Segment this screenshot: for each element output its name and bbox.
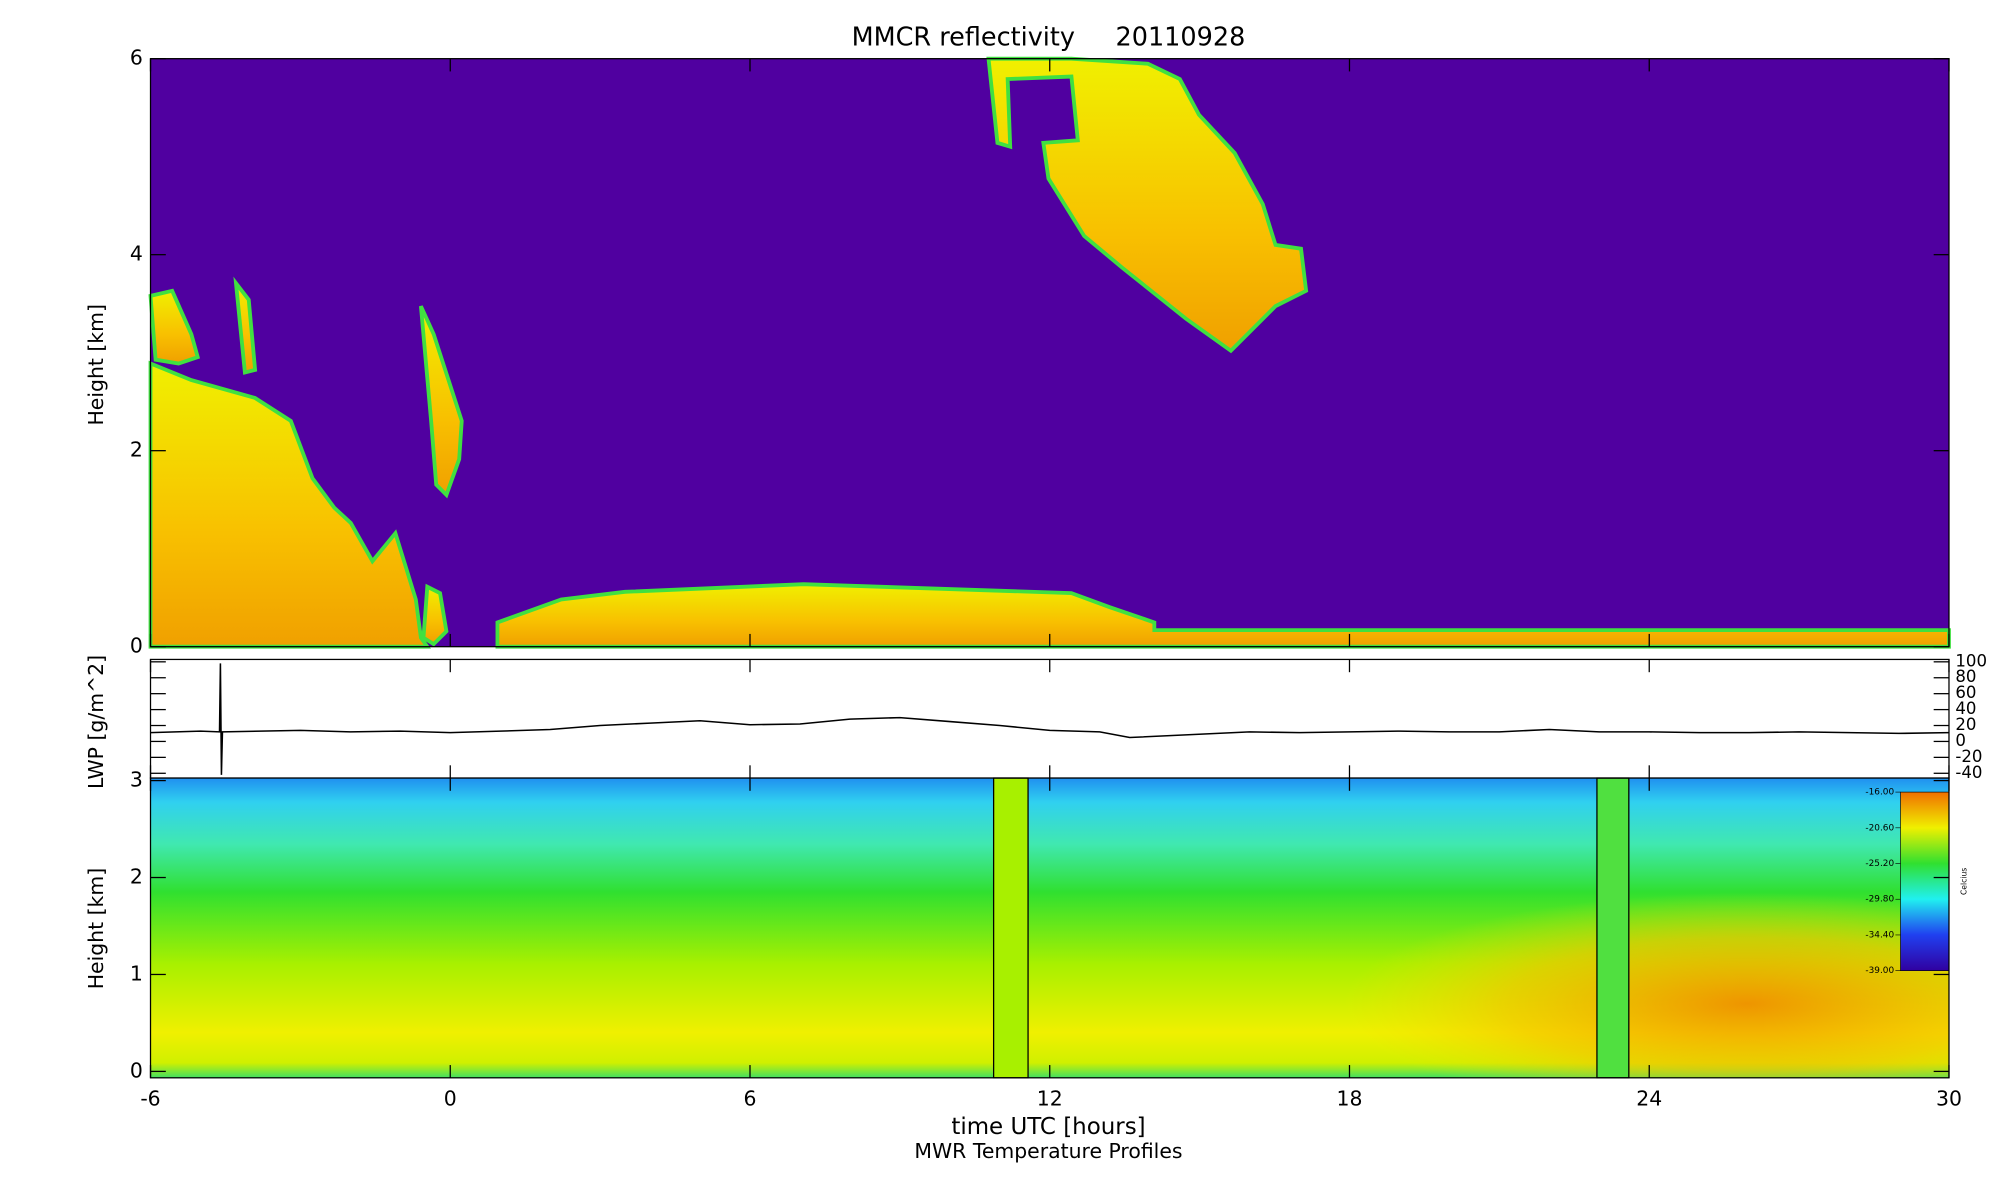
data-gap — [1596, 777, 1630, 1079]
y-tick-label: 4 — [130, 242, 143, 266]
y-tick-label: 3 — [130, 768, 143, 792]
y-tick-label: 0 — [130, 1058, 143, 1082]
y-axis-label: LWP [g/m^2] — [84, 655, 108, 789]
cloud — [148, 360, 432, 649]
colorbar-tick-label: -29.80 — [1865, 895, 1894, 905]
cloud — [419, 305, 464, 499]
y-tick-label: -40 — [1955, 763, 1982, 782]
cloud — [233, 276, 258, 375]
y-tick-label: 80 — [1955, 667, 1976, 686]
y-tick-label: 2 — [130, 865, 143, 889]
colorbar-tick-label: -25.20 — [1865, 859, 1894, 869]
y-tick-label: 0 — [130, 634, 143, 658]
x-tick-label: -6 — [140, 1086, 160, 1110]
y-tick-label: 6 — [130, 46, 143, 70]
y-tick-label: 100 — [1955, 651, 1987, 670]
lwp-line — [150, 663, 1949, 775]
x-tick-label: 30 — [1936, 1086, 1962, 1110]
colorbar — [1900, 791, 1950, 971]
x-tick-label: 6 — [744, 1086, 757, 1110]
cloud — [148, 288, 201, 366]
colorbar-tick-label: -16.00 — [1865, 788, 1894, 798]
subtitle: MWR Temperature Profiles — [914, 1139, 1182, 1163]
cloud-echoes — [148, 56, 1951, 649]
y-tick-label: 2 — [130, 438, 143, 462]
y-tick-label: 60 — [1955, 683, 1976, 702]
x-tick-label: 12 — [1037, 1086, 1063, 1110]
data-gap — [992, 777, 1029, 1079]
colorbar-tick-label: -34.40 — [1865, 930, 1894, 940]
y-tick-label: 1 — [130, 961, 143, 985]
x-axis-label: time UTC [hours] — [951, 1114, 1145, 1140]
y-tick-label: 20 — [1955, 715, 1976, 734]
x-tick-label: 0 — [444, 1086, 457, 1110]
colorbar-tick-label: -39.00 — [1865, 966, 1894, 976]
cloud — [421, 583, 449, 647]
panel-frame — [149, 658, 1950, 779]
y-tick-label: -20 — [1955, 747, 1982, 766]
y-tick-label: 0 — [1955, 731, 1966, 750]
x-tick-label: 18 — [1337, 1086, 1363, 1110]
colorbar-label: Celcius — [1959, 868, 1968, 895]
x-tick-label: 24 — [1636, 1086, 1662, 1110]
y-axis-label: Height [km] — [84, 304, 108, 425]
cloud — [986, 56, 1309, 354]
y-axis-label: Height [km] — [84, 868, 108, 989]
chart-title: MMCR reflectivity 20110928 — [852, 22, 1246, 52]
y-tick-label: 40 — [1955, 699, 1976, 718]
colorbar-tick-label: -20.60 — [1865, 823, 1894, 833]
